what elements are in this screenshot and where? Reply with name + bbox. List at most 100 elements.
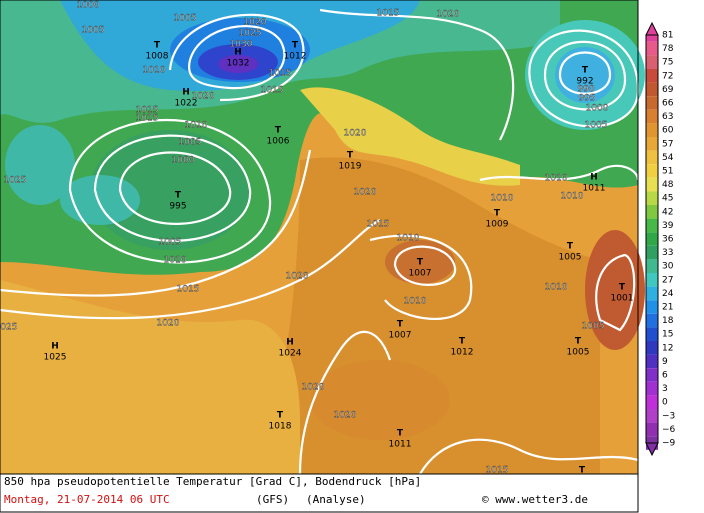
pressure-center-letter: H — [590, 173, 598, 183]
pressure-center-value: 1005 — [559, 253, 582, 263]
colorbar-label: 66 — [662, 99, 674, 109]
colorbar-label: 27 — [662, 275, 673, 285]
colorbar-label: 78 — [662, 44, 674, 54]
colorbar-swatch — [646, 96, 658, 110]
pressure-center-letter: T — [579, 466, 586, 476]
colorbar-label: 0 — [662, 398, 668, 408]
colorbar-label: 18 — [662, 316, 674, 326]
colorbar-label: 30 — [662, 262, 674, 272]
colorbar-label: 63 — [662, 112, 673, 122]
pressure-center-letter: T — [397, 320, 404, 330]
isobar-label: 1000 — [172, 156, 195, 166]
pressure-center-letter: H — [286, 338, 294, 348]
isobar-label: 1005 — [585, 121, 608, 131]
footer-title: 850 hpa pseudopotentielle Temperatur [Gr… — [4, 475, 421, 488]
colorbar-swatch — [646, 354, 658, 369]
pressure-center-letter: H — [182, 88, 190, 98]
isobar-label: 1015 — [136, 114, 159, 124]
footer-model: (GFS) — [256, 493, 289, 506]
pressure-center-value: 1007 — [389, 331, 412, 341]
colorbar-label: 12 — [662, 343, 673, 353]
pressure-center-value: 1025 — [44, 353, 67, 363]
isobar-label: 1020 — [354, 188, 377, 198]
colorbar-swatch — [646, 245, 658, 260]
isobar-label: 1015 — [177, 285, 200, 295]
colorbar-swatch — [646, 123, 658, 137]
isobar-label: 1020 — [244, 18, 267, 28]
pressure-center-letter: T — [575, 337, 582, 347]
isobar-label: 1005 — [174, 14, 197, 24]
colorbar-label: 33 — [662, 248, 673, 258]
colorbar-swatch — [646, 164, 658, 178]
colorbar-swatch — [646, 82, 658, 97]
isobar-label: 1005 — [159, 238, 182, 248]
colorbar-frame — [645, 34, 659, 444]
colorbar-label: 51 — [662, 167, 673, 177]
colorbar-label: 45 — [662, 194, 673, 204]
colorbar-label: 36 — [662, 235, 674, 245]
isobar-label: 1010 — [164, 256, 187, 266]
isobar-label: 1010 — [397, 234, 420, 244]
colorbar-label: −9 — [662, 439, 676, 449]
colorbar-swatch — [646, 150, 658, 165]
colorbar-label: 39 — [662, 221, 674, 231]
isobar-label: 1015 — [136, 106, 159, 116]
colorbar-label: −6 — [662, 425, 676, 435]
pressure-center-value: 1007 — [409, 269, 432, 279]
isobar-label: 1010 — [561, 192, 584, 202]
footer-run: (Analyse) — [306, 493, 366, 506]
isobar-label: 1025 — [4, 176, 27, 186]
pressure-center-letter: T — [459, 337, 466, 347]
isobar-label: 1020 — [157, 319, 180, 329]
colorbar-swatch — [646, 205, 658, 219]
isobar-label: 1015 — [377, 9, 400, 19]
colorbar-label: 24 — [662, 289, 674, 299]
footer: 850 hpa pseudopotentielle Temperatur [Gr… — [0, 473, 639, 513]
pressure-center-letter: T — [154, 41, 161, 51]
isobar-label: 1010 — [545, 283, 568, 293]
isobar-label: 1010 — [404, 297, 427, 307]
isobar-label: 1010 — [185, 121, 208, 131]
pressure-center-letter: T — [275, 126, 282, 136]
pressure-center-value: 1032 — [227, 59, 250, 69]
colorbar-swatch — [646, 341, 658, 355]
pressure-center-value: 992 — [576, 77, 593, 87]
isobar-label: 1005 — [582, 322, 605, 332]
isobar-label: 1020 — [192, 92, 215, 102]
colorbar-label: 81 — [662, 31, 673, 41]
colorbar-label: 60 — [662, 126, 674, 136]
isobar-label: 1010 — [491, 194, 514, 204]
pressure-center-value: 1019 — [339, 162, 362, 172]
colorbar-label: 3 — [662, 384, 668, 394]
isobar-label: 1000 — [77, 1, 100, 11]
colorbar-swatch — [646, 313, 658, 328]
pressure-center-value: 1001 — [611, 294, 634, 304]
colorbar-label: 69 — [662, 85, 674, 95]
colorbar-label: 57 — [662, 139, 673, 149]
pressure-center-value: 1011 — [583, 184, 606, 194]
colorbar-swatch — [646, 368, 658, 382]
colorbar-label: 75 — [662, 58, 673, 68]
pressure-center-letter: T — [567, 242, 574, 252]
colorbar-label: 6 — [662, 371, 668, 381]
colorbar-swatch — [646, 191, 658, 205]
pressure-center-value: 1024 — [279, 349, 302, 359]
pressure-center-letter: T — [175, 191, 182, 201]
colorbar-swatch — [646, 177, 658, 192]
colorbar-swatch — [646, 218, 658, 233]
pressure-center-value: 1011 — [389, 440, 412, 450]
isobar-label: 1015 — [261, 86, 284, 96]
map-labels: H1032T1012T1008H1022T1006T1019T995T992H1… — [0, 0, 634, 476]
colorbar-swatch — [646, 381, 658, 396]
pressure-center-letter: T — [494, 209, 501, 219]
pressure-center-letter: H — [51, 342, 59, 352]
pressure-center-value: 995 — [169, 202, 186, 212]
isobar-label: 1010 — [143, 66, 166, 76]
colorbar-swatch — [646, 35, 658, 42]
colorbar-label: −3 — [662, 411, 675, 421]
isobar-label: 1030 — [230, 40, 253, 50]
footer-copyright: © www.wetter3.de — [482, 493, 588, 506]
colorbar-label: 21 — [662, 303, 673, 313]
colorbar-swatch — [646, 273, 658, 287]
